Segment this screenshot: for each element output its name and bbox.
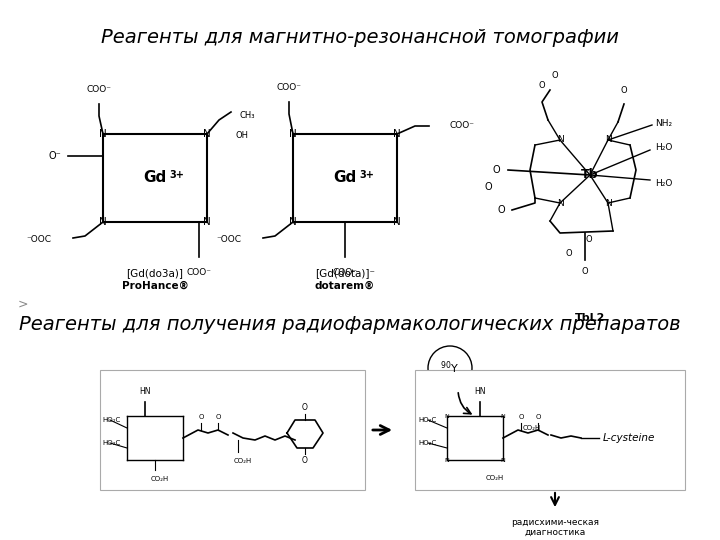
Text: >: > — [18, 298, 29, 311]
Text: N: N — [445, 414, 449, 418]
Text: $^{90}$Y: $^{90}$Y — [441, 360, 459, 376]
Text: O: O — [302, 403, 308, 412]
Text: HO₂C: HO₂C — [102, 417, 120, 423]
Text: O: O — [492, 165, 500, 175]
Text: COO⁻: COO⁻ — [276, 83, 302, 92]
Text: ⁻OOC: ⁻OOC — [216, 234, 241, 244]
Text: dotarem®: dotarem® — [315, 281, 375, 291]
Text: NH₂: NH₂ — [655, 118, 672, 127]
FancyBboxPatch shape — [415, 370, 685, 490]
Text: N: N — [557, 199, 563, 207]
FancyBboxPatch shape — [100, 370, 365, 490]
Text: OH: OH — [236, 132, 249, 140]
Text: радисхими­ческая: радисхими­ческая — [511, 518, 599, 527]
Text: N: N — [500, 457, 505, 462]
Text: N: N — [605, 136, 611, 145]
Text: [Gd(do3a)]: [Gd(do3a)] — [127, 268, 184, 278]
Text: L-cysteine: L-cysteine — [603, 433, 655, 443]
Text: N: N — [99, 217, 107, 227]
Text: N: N — [605, 199, 611, 207]
Text: N: N — [289, 217, 297, 227]
Text: O: O — [518, 414, 523, 420]
Text: O: O — [621, 86, 627, 95]
Text: ProHance®: ProHance® — [122, 281, 189, 291]
Text: [Gd(dota)]⁻: [Gd(dota)]⁻ — [315, 268, 375, 278]
Text: COO⁻: COO⁻ — [333, 268, 358, 277]
Text: N: N — [500, 414, 505, 418]
Text: CO₂H: CO₂H — [523, 425, 541, 431]
Text: ⁻OOC: ⁻OOC — [26, 234, 51, 244]
Text: O: O — [198, 414, 204, 420]
Text: O: O — [565, 248, 572, 258]
Text: HN: HN — [139, 387, 150, 396]
Text: N: N — [393, 129, 401, 139]
Text: O: O — [585, 234, 592, 244]
Text: N: N — [445, 457, 449, 462]
Text: CH₃: CH₃ — [239, 111, 254, 120]
Text: O⁻: O⁻ — [48, 151, 61, 161]
Text: Gd: Gd — [143, 171, 166, 186]
Text: CO₂H: CO₂H — [151, 476, 169, 482]
Text: O: O — [215, 414, 221, 420]
Text: O: O — [582, 267, 588, 276]
Text: COO⁻: COO⁻ — [186, 268, 212, 277]
Text: O: O — [552, 71, 558, 80]
Text: COO⁻: COO⁻ — [449, 122, 474, 131]
Text: O: O — [539, 80, 545, 90]
Text: 3+: 3+ — [169, 170, 184, 180]
Text: HO₂C: HO₂C — [102, 440, 120, 446]
Text: TbL2: TbL2 — [575, 313, 606, 323]
Text: N: N — [557, 136, 563, 145]
Text: Реагенты для магнитно-резонансной томографии: Реагенты для магнитно-резонансной томогр… — [101, 28, 619, 47]
Text: Gd: Gd — [333, 171, 356, 186]
Text: CO₂H: CO₂H — [486, 475, 504, 481]
Text: COO⁻: COO⁻ — [86, 85, 112, 94]
Text: HO₂C: HO₂C — [418, 440, 436, 446]
Text: H₂O: H₂O — [655, 143, 672, 152]
Text: Tb: Tb — [581, 168, 599, 181]
Text: лечение: лечение — [535, 538, 575, 540]
Text: диагностика: диагностика — [524, 528, 585, 537]
Text: N: N — [203, 129, 211, 139]
Text: CO₂H: CO₂H — [234, 458, 252, 464]
Text: HO₂C: HO₂C — [418, 417, 436, 423]
Text: O: O — [485, 182, 492, 192]
Text: N: N — [393, 217, 401, 227]
Text: O: O — [535, 414, 541, 420]
Text: Реагенты для получения радиофармакологических препаратов: Реагенты для получения радиофармакологич… — [19, 315, 681, 334]
Text: N: N — [99, 129, 107, 139]
Text: O: O — [302, 456, 308, 465]
Text: N: N — [203, 217, 211, 227]
Text: HN: HN — [474, 387, 486, 396]
Text: 3+: 3+ — [359, 170, 374, 180]
Text: H₂O: H₂O — [655, 179, 672, 187]
Text: O: O — [498, 205, 505, 215]
Text: N: N — [289, 129, 297, 139]
